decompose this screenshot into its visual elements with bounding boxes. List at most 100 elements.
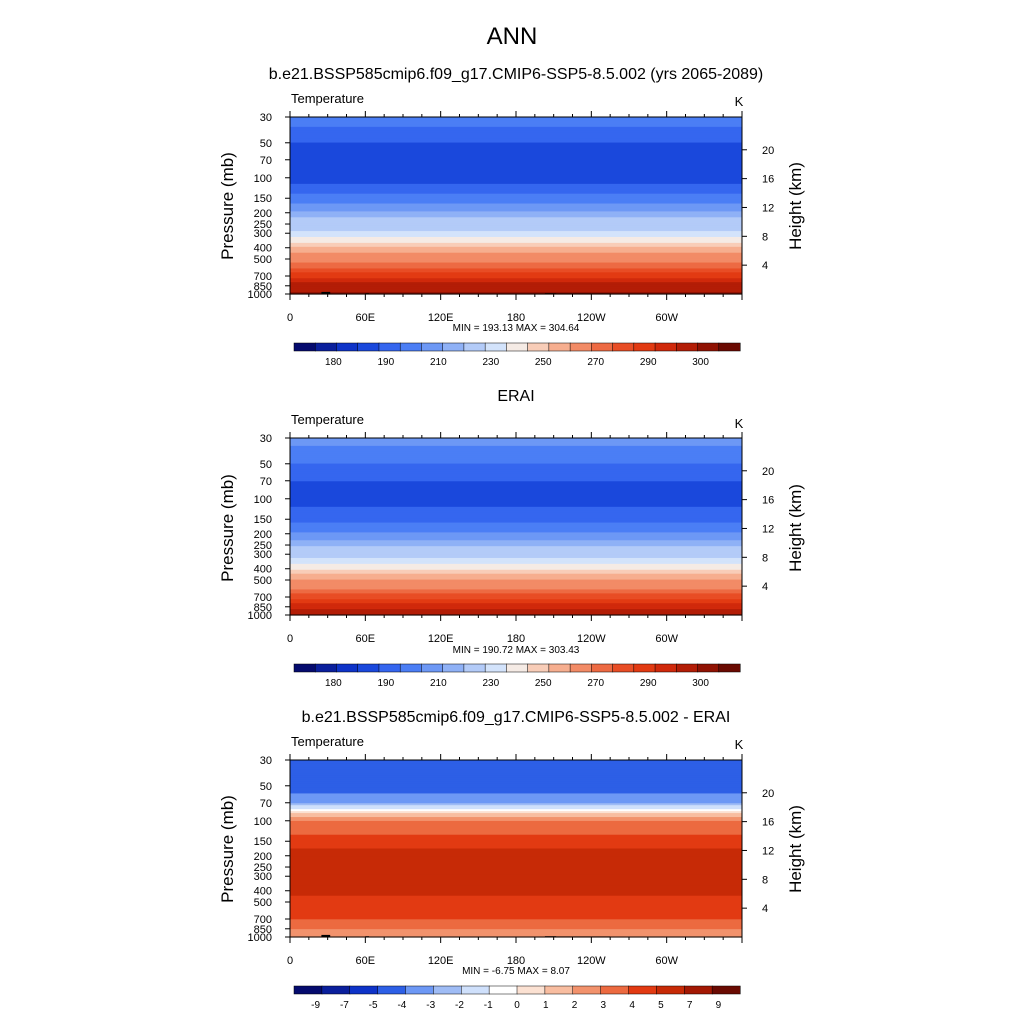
field-band: [290, 252, 742, 256]
field-band: [290, 613, 742, 616]
field-band: [290, 508, 742, 512]
field-band: [290, 469, 742, 473]
units-label: K: [735, 94, 744, 109]
y-tick-label: 100: [254, 816, 272, 828]
y-tick-label: 500: [254, 575, 272, 587]
field-band: [290, 573, 742, 577]
colorbar-label: 0: [514, 1000, 520, 1011]
field-band: [290, 548, 742, 551]
field-band: [290, 842, 742, 846]
y-tick-label: 700: [254, 271, 272, 283]
y-tick-label: 30: [260, 112, 272, 124]
field-band: [290, 152, 742, 155]
field-band: [290, 491, 742, 494]
field-band: [290, 577, 742, 581]
field-band: [290, 840, 742, 844]
field-band: [290, 891, 742, 895]
field-band: [290, 522, 742, 526]
field-band: [290, 611, 742, 614]
field-band: [290, 848, 742, 852]
field-band: [290, 899, 742, 903]
colorbar-label: 190: [377, 357, 394, 368]
field-band: [290, 917, 742, 920]
y-tick-label: 400: [254, 243, 272, 255]
colorbar-swatch: [633, 342, 656, 352]
field-band: [290, 781, 742, 785]
field-band: [290, 485, 742, 488]
field-band: [290, 118, 742, 122]
y-tick-label: 200: [254, 851, 272, 863]
field-band: [290, 605, 742, 608]
field-band: [290, 883, 742, 887]
field-band: [290, 467, 742, 471]
panel-obs: ERAI Temperature K 0 60E 120E 180 120W 60W 30 5…: [218, 388, 805, 689]
field-band: [290, 850, 742, 854]
field-band: [290, 130, 742, 134]
y-axis-label: Pressure (mb): [218, 795, 237, 903]
colorbar-swatch: [676, 663, 699, 673]
field-band: [290, 554, 742, 557]
field-band: [290, 160, 742, 163]
field-band: [290, 826, 742, 830]
colorbar-label: -9: [311, 1000, 320, 1011]
y2-tick-label: 8: [762, 874, 768, 886]
field-band: [290, 819, 742, 822]
colorbar-swatch: [569, 663, 592, 673]
y-tick-label: 700: [254, 914, 272, 926]
colorbar-swatch: [349, 985, 379, 995]
field-band: [290, 223, 742, 226]
field-band: [290, 591, 742, 594]
colorbar-swatch: [357, 663, 380, 673]
y2-tick-label: 12: [762, 845, 774, 857]
field-band: [290, 185, 742, 189]
y-tick-label: 30: [260, 755, 272, 767]
y-tick-label: 50: [260, 138, 272, 150]
field-band: [290, 893, 742, 897]
colorbar-swatch: [442, 342, 465, 352]
field-band: [290, 809, 742, 812]
field-band: [290, 913, 742, 916]
field-band: [290, 284, 742, 287]
panel-diff: b.e21.BSSP585cmip6.f09_g17.CMIP6-SSP5-8.…: [218, 709, 805, 1011]
colorbar-label: 210: [430, 678, 447, 689]
field-band: [290, 870, 742, 873]
field-band: [290, 187, 742, 191]
colorbar-swatch: [461, 985, 490, 995]
field-band: [290, 195, 742, 199]
colorbar-label: -3: [426, 1000, 435, 1011]
colorbar-swatch: [293, 663, 316, 673]
field-band: [290, 520, 742, 524]
y2-axis-label: Height (km): [786, 805, 805, 893]
field-band: [290, 876, 742, 879]
field-band: [290, 534, 742, 537]
field-band: [290, 154, 742, 157]
field-band: [290, 136, 742, 140]
x-tick-label: 60E: [356, 312, 376, 324]
field-band: [290, 168, 742, 171]
field-band: [290, 583, 742, 587]
field-band: [290, 493, 742, 496]
panel-model: b.e21.BSSP585cmip6.f09_g17.CMIP6-SSP5-8.…: [218, 66, 805, 368]
y-tick-label: 200: [254, 529, 272, 541]
field-band: [290, 449, 742, 453]
colorbar-swatch: [684, 985, 713, 995]
field-band: [290, 822, 742, 826]
field-band: [290, 565, 742, 569]
x-tick-label: 120W: [577, 312, 606, 324]
colorbar-label: 290: [640, 357, 657, 368]
y-tick-label: 500: [254, 897, 272, 909]
field-band: [290, 282, 742, 285]
field-band: [290, 931, 742, 934]
field-band: [290, 447, 742, 451]
field-band: [290, 122, 742, 126]
field-band: [290, 471, 742, 474]
field-band: [290, 193, 742, 197]
field-band: [290, 925, 742, 928]
field-band: [290, 775, 742, 779]
colorbar-swatch: [697, 663, 720, 673]
field-band: [290, 217, 742, 220]
plot-area: [290, 117, 742, 295]
colorbar-label: 190: [377, 678, 394, 689]
y-tick-label: 700: [254, 592, 272, 604]
